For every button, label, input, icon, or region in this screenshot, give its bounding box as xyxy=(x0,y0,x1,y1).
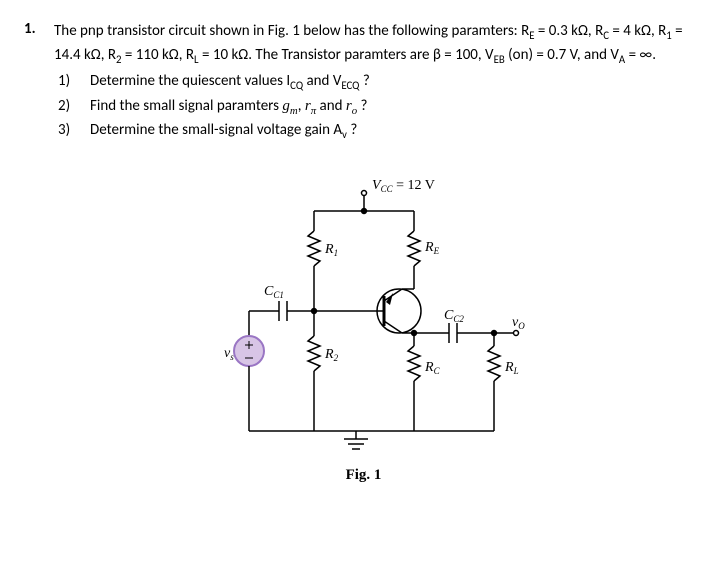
r1-label: R1 xyxy=(324,242,338,258)
txt: The pnp transistor circuit shown in Fig.… xyxy=(54,22,529,40)
sub-num: 2) xyxy=(58,95,76,119)
txt: = 0.3 kΩ, R xyxy=(535,22,604,40)
t: Determine the small-signal voltage gain … xyxy=(90,121,342,139)
t: ? xyxy=(357,97,367,115)
t: , xyxy=(298,97,305,115)
gs: m xyxy=(290,105,298,117)
r2-label: R2 xyxy=(324,347,339,363)
txt: (on) = 0.7 V, and V xyxy=(505,46,619,64)
sub-text: Determine the quiescent values ICQ and V… xyxy=(90,70,370,94)
s: CQ xyxy=(290,79,303,92)
sub-num: 1) xyxy=(58,70,76,94)
txt: = 110 kΩ, R xyxy=(122,46,195,64)
vcc-label: VCC = 12 V xyxy=(372,178,435,194)
figure-area: VCC = 12 V R1 R2 RE RC RL CC1 CC2 vs vO … xyxy=(24,171,703,484)
vs-label: vs xyxy=(224,346,234,362)
re-label: RE xyxy=(424,240,440,256)
vo-label: vO xyxy=(512,315,525,331)
t: Determine the quiescent values I xyxy=(90,72,290,90)
sub-text: Determine the small-signal voltage gain … xyxy=(90,119,357,143)
rc-label: RC xyxy=(424,360,441,376)
question-body: The pnp transistor circuit shown in Fig.… xyxy=(54,20,703,143)
t: ? xyxy=(347,121,357,139)
t: Find the small signal paramters xyxy=(90,97,282,115)
circuit-diagram: VCC = 12 V R1 R2 RE RC RL CC1 CC2 vs vO xyxy=(194,171,534,461)
question-block: 1. The pnp transistor circuit shown in F… xyxy=(24,20,703,143)
sub-item-3: 3) Determine the small-signal voltage ga… xyxy=(58,119,703,143)
question-number: 1. xyxy=(24,20,42,143)
sub-item-2: 2) Find the small signal paramters gm, r… xyxy=(58,95,703,119)
rl-label: RL xyxy=(504,360,519,376)
t: ? xyxy=(359,72,369,90)
main-text: The pnp transistor circuit shown in Fig.… xyxy=(54,20,703,68)
txt: = 4 kΩ, R xyxy=(609,22,666,40)
g: g xyxy=(282,98,290,114)
sub-list: 1) Determine the quiescent values ICQ an… xyxy=(54,70,703,143)
t: and V xyxy=(303,72,341,90)
s: ECQ xyxy=(341,79,359,92)
figure-caption: Fig. 1 xyxy=(24,467,703,484)
t: and xyxy=(316,97,346,115)
cc2-label: CC2 xyxy=(444,308,464,324)
sub-text: Find the small signal paramters gm, rπ a… xyxy=(90,95,367,119)
cc1-label: CC1 xyxy=(264,284,284,300)
txt: = ∞. xyxy=(625,46,656,64)
txt: = 10 kΩ. The Transistor paramters are β … xyxy=(199,46,494,64)
sub-num: 3) xyxy=(58,119,76,143)
sub-item-1: 1) Determine the quiescent values ICQ an… xyxy=(58,70,703,94)
sub-veb: EB xyxy=(494,53,505,66)
